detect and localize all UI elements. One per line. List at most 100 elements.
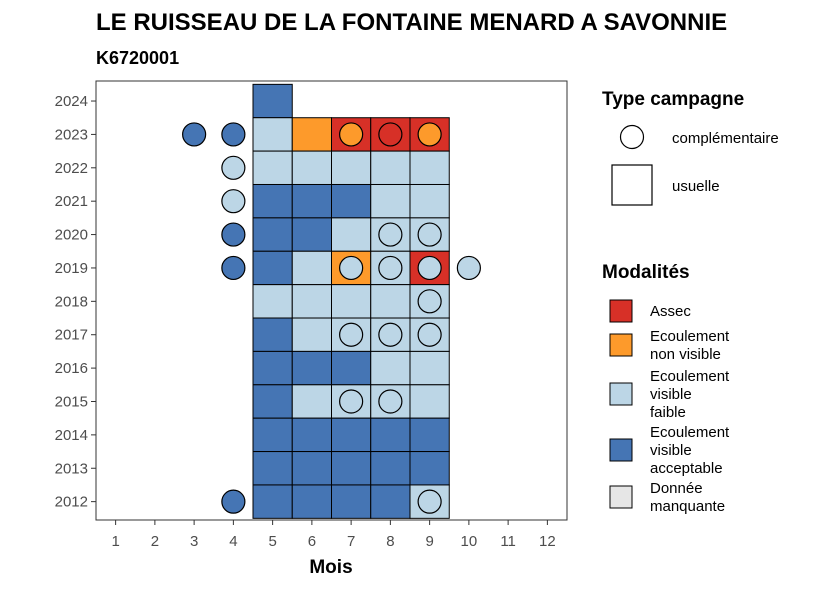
legend-label-nonvis: Ecoulement non visible bbox=[650, 328, 730, 363]
point-complementaire-2019-7 bbox=[339, 255, 364, 281]
cell-usuelle-2021-6 bbox=[291, 183, 332, 219]
cell-usuelle-2021-5 bbox=[252, 183, 293, 219]
point-complementaire-2023-8 bbox=[378, 122, 403, 147]
point-complementaire-2020-4 bbox=[221, 222, 246, 247]
legend-label-faible: Ecoulement visible faible bbox=[650, 368, 730, 421]
legend-label-assec: Assec bbox=[650, 303, 691, 320]
y-tick-label-2012: 2012 bbox=[55, 494, 88, 511]
campaign-circles bbox=[182, 122, 481, 514]
cell-usuelle-2022-8 bbox=[370, 150, 411, 185]
legend-key-accept bbox=[609, 438, 633, 462]
cell-usuelle-2021-8 bbox=[370, 183, 411, 219]
point-complementaire-2015-8 bbox=[378, 389, 403, 414]
x-axis: 1 2 3 4 5 6 7 8 9 10 11 12 bbox=[111, 520, 556, 550]
chart-subtitle: K6720001 bbox=[96, 48, 179, 68]
cell-usuelle-2016-9 bbox=[409, 350, 450, 386]
y-tick-label-2022: 2022 bbox=[55, 160, 88, 177]
point-complementaire-2017-9 bbox=[417, 322, 442, 347]
chart-title: LE RUISSEAU DE LA FONTAINE MENARD A SAVO… bbox=[96, 9, 727, 36]
legend-key-manq bbox=[609, 485, 633, 509]
x-tick-label-12: 12 bbox=[539, 533, 556, 550]
x-tick-label-10: 10 bbox=[461, 533, 478, 550]
x-tick-label-11: 11 bbox=[500, 533, 516, 550]
point-complementaire-2012-4 bbox=[221, 489, 246, 514]
cell-usuelle-2019-5 bbox=[252, 250, 293, 286]
y-tick-label-2013: 2013 bbox=[55, 460, 88, 477]
legend-campagne-items: complémentaire usuelle bbox=[611, 124, 779, 206]
y-tick-label-2018: 2018 bbox=[55, 293, 88, 310]
y-tick-label-2016: 2016 bbox=[55, 360, 88, 377]
x-tick-label-1: 1 bbox=[111, 533, 119, 550]
cell-usuelle-2013-6 bbox=[291, 451, 332, 486]
legend-title-modalites: Modalités bbox=[602, 262, 690, 283]
cell-usuelle-2024-5 bbox=[252, 83, 293, 119]
y-tick-label-2024: 2024 bbox=[55, 93, 88, 110]
point-complementaire-2017-8 bbox=[378, 322, 403, 347]
y-tick-label-2015: 2015 bbox=[55, 393, 88, 410]
x-tick-label-8: 8 bbox=[386, 533, 394, 550]
legend: Type campagne complémentaire usuelle Moda… bbox=[602, 89, 779, 515]
legend-key-usuelle bbox=[611, 164, 653, 206]
x-tick-label-6: 6 bbox=[308, 533, 316, 550]
cell-usuelle-2021-7 bbox=[331, 183, 372, 219]
legend-label-manq: Donnée manquante bbox=[650, 480, 725, 515]
legend-label-complementaire: complémentaire bbox=[672, 130, 779, 147]
cell-usuelle-2012-7 bbox=[331, 484, 372, 519]
cell-usuelle-2013-9 bbox=[409, 451, 450, 486]
y-tick-label-2019: 2019 bbox=[55, 260, 88, 277]
point-complementaire-2012-9 bbox=[417, 489, 442, 514]
legend-label-accept: Ecoulement visible acceptable bbox=[650, 424, 730, 477]
cell-usuelle-2020-7 bbox=[331, 217, 372, 252]
legend-title-campagne: Type campagne bbox=[602, 89, 744, 110]
point-complementaire-2019-4 bbox=[221, 255, 246, 281]
x-tick-label-5: 5 bbox=[268, 533, 276, 550]
cell-usuelle-2020-6 bbox=[291, 217, 332, 252]
cell-usuelle-2013-7 bbox=[331, 451, 372, 486]
point-complementaire-2020-8 bbox=[378, 222, 403, 247]
cell-usuelle-2014-9 bbox=[409, 417, 450, 453]
y-tick-label-2021: 2021 bbox=[55, 193, 88, 210]
cell-usuelle-2012-5 bbox=[252, 484, 293, 519]
y-tick-label-2017: 2017 bbox=[55, 327, 88, 344]
cell-usuelle-2012-8 bbox=[370, 484, 411, 519]
cell-usuelle-2014-8 bbox=[370, 417, 411, 453]
x-tick-label-2: 2 bbox=[151, 533, 159, 550]
cell-usuelle-2013-8 bbox=[370, 451, 411, 486]
cell-usuelle-2016-8 bbox=[370, 350, 411, 386]
cell-usuelle-2014-7 bbox=[331, 417, 372, 453]
cell-usuelle-2018-6 bbox=[291, 284, 332, 319]
cell-usuelle-2013-5 bbox=[252, 451, 293, 486]
cell-usuelle-2021-9 bbox=[409, 183, 450, 219]
y-tick-label-2020: 2020 bbox=[55, 227, 88, 244]
cell-usuelle-2023-6 bbox=[291, 117, 332, 152]
cell-usuelle-2015-5 bbox=[252, 384, 293, 419]
legend-key-assec bbox=[609, 299, 633, 323]
cell-usuelle-2018-8 bbox=[370, 284, 411, 319]
cell-usuelle-2016-7 bbox=[331, 350, 372, 386]
cell-usuelle-2017-5 bbox=[252, 317, 293, 352]
cell-usuelle-2022-5 bbox=[252, 150, 293, 185]
point-complementaire-2023-4 bbox=[221, 122, 246, 147]
x-tick-label-7: 7 bbox=[347, 533, 355, 550]
cell-usuelle-2016-6 bbox=[291, 350, 332, 386]
cell-usuelle-2014-5 bbox=[252, 417, 293, 453]
y-tick-label-2023: 2023 bbox=[55, 126, 88, 143]
point-complementaire-2019-10 bbox=[456, 255, 481, 281]
cell-usuelle-2023-5 bbox=[252, 117, 293, 152]
x-tick-label-3: 3 bbox=[190, 533, 198, 550]
point-complementaire-2023-9 bbox=[417, 122, 442, 147]
cell-usuelle-2017-6 bbox=[291, 317, 332, 352]
cell-usuelle-2014-6 bbox=[291, 417, 332, 453]
x-tick-label-4: 4 bbox=[229, 533, 237, 550]
x-tick-label-9: 9 bbox=[425, 533, 433, 550]
cell-usuelle-2019-6 bbox=[291, 250, 332, 286]
cell-usuelle-2022-6 bbox=[291, 150, 332, 185]
point-complementaire-2019-9 bbox=[417, 255, 442, 281]
cell-usuelle-2018-7 bbox=[331, 284, 372, 319]
y-axis: 2012 2013 2014 2015 2016 2017 2018 2019 2020 2021… bbox=[55, 93, 96, 511]
point-complementaire-2023-3 bbox=[182, 122, 207, 147]
cell-usuelle-2020-5 bbox=[252, 217, 293, 252]
x-axis-title: Mois bbox=[309, 557, 352, 578]
point-complementaire-2019-8 bbox=[378, 255, 403, 281]
